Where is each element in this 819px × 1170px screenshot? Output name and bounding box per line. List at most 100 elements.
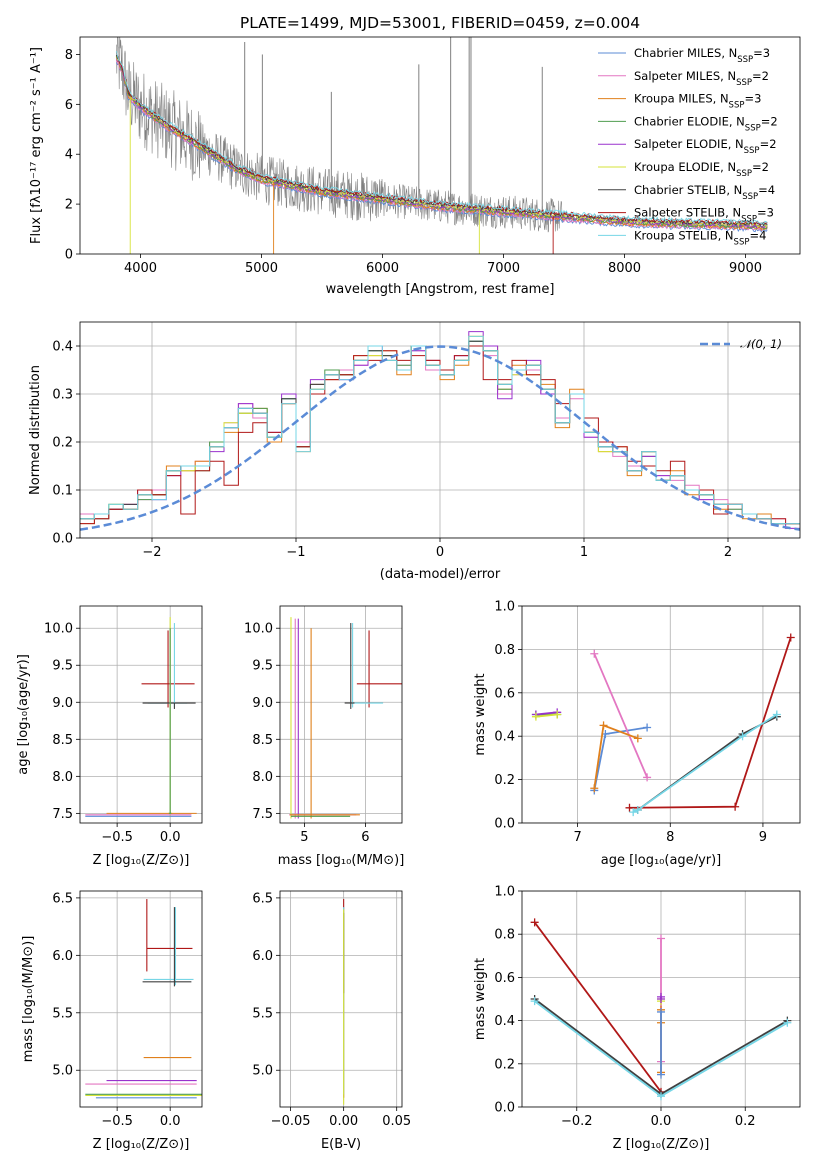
y-axis-label: mass [log₁₀(M/M⊙)]: [21, 936, 36, 1063]
y-tick-label: 7.5: [252, 807, 273, 822]
y-tick-label: 8.0: [252, 770, 273, 785]
y-tick-label: 10.0: [44, 622, 73, 637]
y-tick-label: 5.0: [52, 1064, 73, 1079]
x-tick-label: 0.0: [651, 1114, 672, 1129]
x-tick-label: 0.05: [382, 1114, 411, 1129]
x-tick-label: 0: [436, 545, 444, 560]
y-axis-label: age [log₁₀(age/yr)]: [16, 654, 31, 775]
legend-label: Salpeter MILES, NSSP=2: [634, 69, 769, 88]
y-tick-label: 6.5: [252, 891, 273, 906]
plot-area: [280, 606, 402, 823]
weight-line-kroupa-stelib: [632, 713, 778, 813]
y-tick-label: 6: [65, 98, 73, 113]
x-tick-label: 2: [724, 545, 732, 560]
axes-8: −0.2 0.0 0.2 0.0 0.2 0.4 0.6 0.8 1.0 Z [log₁₀(Z/Z…: [473, 885, 801, 1152]
plot-area: [115, 37, 768, 254]
y-tick-label: 9.0: [252, 696, 273, 711]
y-tick-label: 0.0: [494, 817, 515, 832]
y-tick-label: 0.0: [494, 1101, 515, 1116]
y-tick-label: 1.0: [494, 885, 515, 900]
y-tick-label: 5.5: [52, 1006, 73, 1021]
weight-marker: [633, 805, 642, 814]
legend-label: Chabrier ELODIE, NSSP=2: [634, 114, 778, 133]
axes-frame: [279, 605, 403, 824]
model-line-kroupa-stelib: [115, 51, 768, 225]
weight-line-salpeter-stelib: [533, 921, 662, 1093]
y-tick-label: 0.8: [494, 643, 515, 658]
normal-curve: [80, 345, 800, 531]
y-tick-label: 0: [65, 248, 73, 263]
axes-5: 7 8 9 0.0 0.2 0.4 0.6 0.8 1.0 age [log₁₀(age/yr)]…: [473, 600, 801, 868]
y-tick-label: 0.2: [494, 773, 515, 788]
y-axis-label: mass weight: [473, 673, 488, 755]
y-tick-label: 8: [65, 48, 73, 63]
y-tick-label: 8.5: [52, 733, 73, 748]
weight-marker: [590, 784, 599, 793]
y-tick-label: 0.4: [52, 340, 73, 355]
x-tick-label: 7000: [487, 261, 520, 276]
x-tick-label: 0.00: [329, 1114, 358, 1129]
y-axis-label: mass weight: [473, 958, 488, 1040]
x-tick-label: 1: [580, 545, 588, 560]
y-axis-label: Normed distribution: [28, 365, 43, 495]
legend-label: Kroupa MILES, NSSP=3: [634, 92, 761, 111]
axes-frame: [79, 890, 203, 1108]
x-axis-label: Z [log₁₀(Z/Z⊙)]: [93, 853, 190, 868]
y-tick-label: 9.5: [252, 659, 273, 674]
weight-marker: [530, 918, 539, 927]
x-axis-label: Z [log₁₀(Z/Z⊙)]: [93, 1137, 190, 1152]
x-tick-label: −2: [142, 545, 161, 560]
axes-frame: [79, 321, 801, 539]
x-tick-label: 9: [759, 830, 767, 845]
legend-label: Chabrier STELIB, NSSP=4: [634, 183, 775, 202]
y-tick-label: 0.4: [494, 730, 515, 745]
x-tick-label: −0.2: [561, 1114, 593, 1129]
axes-3: −0.5 0.0 7.5 8.0 8.5 9.0 9.5 10.0 Z [log₁₀(Z/Z⊙)…: [16, 605, 203, 868]
weight-marker: [786, 633, 795, 642]
weight-marker: [731, 802, 740, 811]
weight-line-salpeter-miles: [593, 653, 648, 778]
x-tick-label: 6000: [366, 261, 399, 276]
y-tick-label: 0.2: [494, 1057, 515, 1072]
x-tick-label: 5000: [245, 261, 278, 276]
weight-marker: [643, 773, 652, 782]
y-tick-label: 0.3: [52, 388, 73, 403]
axes-frame: [279, 890, 403, 1108]
x-tick-label: 0.0: [160, 1114, 181, 1129]
weight-marker: [657, 1007, 665, 1016]
x-tick-label: −0.5: [101, 1114, 133, 1129]
y-tick-label: 6.0: [252, 949, 273, 964]
x-tick-label: 0.2: [735, 1114, 756, 1129]
axes-frame: [79, 36, 801, 255]
y-tick-label: 10.0: [244, 622, 273, 637]
axes-frame: [521, 605, 801, 824]
weight-marker: [783, 1018, 792, 1027]
legend-label: Kroupa STELIB, NSSP=4: [634, 228, 766, 247]
x-axis-label: wavelength [Angstrom, rest frame]: [326, 282, 555, 297]
weight-marker: [643, 723, 652, 732]
y-tick-label: 5.0: [252, 1064, 273, 1079]
x-tick-label: 6: [361, 830, 369, 845]
x-tick-label: 7: [573, 830, 581, 845]
plot-area: [522, 606, 800, 823]
y-tick-label: 0.8: [494, 928, 515, 943]
weight-marker: [553, 710, 562, 719]
weight-marker: [772, 710, 781, 719]
weight-marker: [657, 934, 665, 943]
weight-marker: [629, 808, 638, 817]
y-tick-label: 2: [65, 198, 73, 213]
y-tick-label: 5.5: [252, 1006, 273, 1021]
legend: 𝒩(0, 1): [700, 337, 782, 351]
x-axis-label: E(B-V): [321, 1137, 361, 1152]
axes-7: −0.05 0.00 0.05 5.0 5.5 6.0 6.5 E(B-V): [252, 890, 411, 1152]
chart-title: PLATE=1499, MJD=53001, FIBERID=0459, z=0…: [240, 14, 640, 32]
histogram-salpeter-stelib: [80, 345, 800, 525]
model-line-kroupa-miles: [115, 57, 768, 231]
legend-label: Salpeter ELODIE, NSSP=2: [634, 137, 777, 156]
weight-marker: [625, 803, 634, 812]
x-axis-label: mass [log₁₀(M/M⊙)]: [278, 853, 405, 868]
x-tick-label: 5: [300, 830, 308, 845]
y-tick-label: 0.2: [52, 436, 73, 451]
y-tick-label: 0.0: [52, 532, 73, 547]
weight-marker: [657, 1070, 665, 1079]
